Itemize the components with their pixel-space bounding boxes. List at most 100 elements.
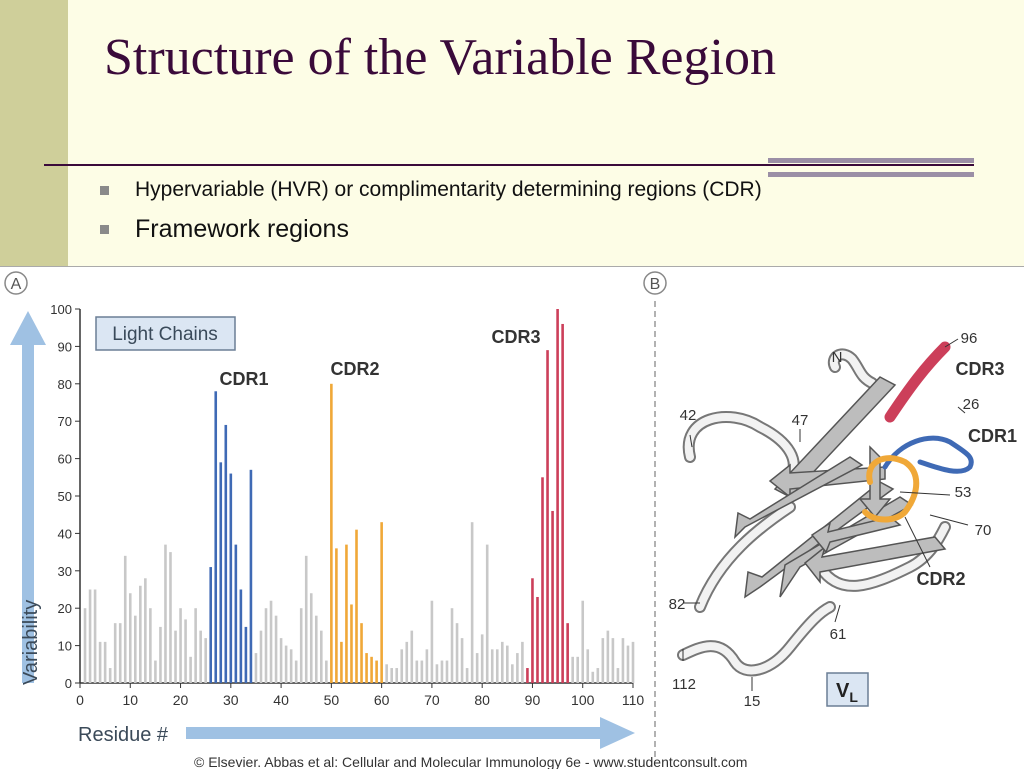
chart-cdr2-label: CDR2: [330, 359, 379, 379]
bar-residue-89: [526, 668, 529, 683]
bar-residue-63: [395, 668, 399, 683]
bar-residue-51: [335, 548, 338, 683]
decorative-bar-bottom: [768, 172, 974, 177]
light-chains-box: [95, 316, 236, 351]
bar-residue-23: [194, 608, 197, 683]
bar-residue-64: [400, 649, 404, 683]
bar-residue-6: [108, 668, 112, 683]
bar-residue-9: [123, 555, 127, 683]
bar-residue-20: [179, 608, 182, 683]
struct-26-label: 26: [963, 396, 980, 413]
bar-residue-60: [380, 522, 383, 683]
panel-a-label: A: [11, 276, 22, 293]
bar-residue-14: [149, 608, 152, 683]
bar-residue-50: [330, 383, 333, 683]
bar-residue-68: [420, 660, 424, 683]
bar-residue-41: [284, 645, 288, 683]
bar-residue-73: [445, 660, 449, 683]
bar-residue-31: [234, 544, 238, 683]
struct-70-label: 70: [975, 522, 992, 539]
bar-residue-85: [506, 645, 509, 683]
x-tick-label: 50: [324, 692, 340, 708]
y-tick-label: 30: [58, 564, 72, 579]
struct-15-label: 15: [744, 693, 761, 710]
bar-residue-34: [249, 469, 253, 683]
struct-42-label: 42: [680, 407, 697, 424]
bar-residue-84: [500, 641, 504, 683]
bar-residue-13: [144, 578, 147, 683]
slide-title: Structure of the Variable Region: [104, 29, 776, 86]
vl-label-sub: L: [849, 689, 858, 705]
bar-residue-82: [490, 649, 494, 683]
bar-residue-42: [289, 649, 293, 683]
bar-residue-49: [325, 660, 328, 683]
bar-residue-77: [465, 668, 469, 683]
bar-residue-52: [340, 641, 343, 683]
struct-61-label: 61: [830, 626, 847, 643]
bar-residue-2: [88, 589, 92, 683]
struct-cdr2-label: CDR2: [916, 569, 965, 589]
struct-47-label: 47: [792, 412, 809, 429]
bar-residue-107: [616, 668, 620, 683]
bar-residue-33: [244, 626, 248, 683]
y-tick-label: 80: [58, 377, 72, 392]
bar-residue-104: [601, 638, 605, 683]
bar-residue-62: [390, 668, 393, 683]
x-tick-label: 110: [622, 692, 645, 708]
x-tick-label: 40: [273, 692, 289, 708]
bar-residue-88: [521, 641, 524, 683]
bar-residue-10: [128, 593, 132, 683]
bar-residue-5: [103, 641, 107, 683]
y-tick-label: 60: [58, 452, 72, 467]
bar-residue-48: [320, 630, 323, 683]
x-tick-label: 20: [173, 692, 189, 708]
bar-residue-26: [209, 567, 213, 683]
bar-residue-21: [184, 619, 187, 683]
bar-residue-3: [93, 589, 97, 683]
bar-residue-78: [470, 522, 474, 683]
vl-domain-structure-illustration: [677, 338, 974, 691]
bar-residue-47: [314, 615, 318, 683]
bullet-text: Framework regions: [135, 215, 349, 243]
decorative-side-strip: [0, 0, 68, 268]
x-tick-label: 100: [571, 692, 595, 708]
struct-112-label: 112: [672, 676, 696, 693]
bar-residue-4: [98, 641, 102, 683]
x-tick-label: 10: [122, 692, 138, 708]
bar-residue-94: [551, 510, 554, 683]
x-axis-label: Residue #: [78, 724, 169, 746]
bar-residue-75: [455, 623, 459, 683]
bar-residue-22: [189, 656, 192, 683]
bar-residue-67: [415, 660, 419, 683]
bullet-square-icon: [100, 225, 109, 234]
bar-residue-59: [375, 660, 378, 683]
bar-residue-19: [174, 630, 177, 683]
y-tick-label: 100: [50, 302, 72, 317]
bar-residue-44: [299, 608, 303, 683]
bar-residue-81: [485, 544, 489, 683]
bar-residue-102: [591, 671, 595, 683]
y-tick-label: 40: [58, 526, 72, 541]
light-chains-label: Light Chains: [112, 324, 218, 345]
figure-svg: A B Variability Residue # 0 10 20 30 40 50 60 7…: [4, 271, 1017, 769]
bar-residue-28: [219, 462, 223, 683]
y-tick-label: 70: [58, 414, 72, 429]
bar-residue-93: [546, 350, 549, 683]
bullet-text: Hypervariable (HVR) or complimentarity d…: [135, 178, 762, 201]
bar-residue-66: [410, 630, 414, 683]
figure-panel: A B Variability Residue # 0 10 20 30 40 50 60 7…: [0, 266, 1024, 769]
y-tick-label: 10: [58, 639, 72, 654]
bar-residue-103: [596, 668, 600, 683]
bar-residue-7: [113, 623, 117, 683]
y-tick-label: 20: [58, 601, 72, 616]
figure-credit: © Elsevier. Abbas et al: Cellular and Mo…: [194, 754, 747, 769]
vl-box: [826, 672, 869, 707]
bar-residue-46: [309, 593, 313, 683]
panel-a-circle: [4, 271, 28, 295]
bar-residue-16: [159, 626, 162, 683]
chart-cdr1-label: CDR1: [219, 369, 268, 389]
y-tick-label: 0: [65, 676, 72, 691]
bar-residue-56: [360, 623, 363, 683]
bar-residue-72: [440, 660, 444, 683]
bar-residue-17: [164, 544, 167, 683]
